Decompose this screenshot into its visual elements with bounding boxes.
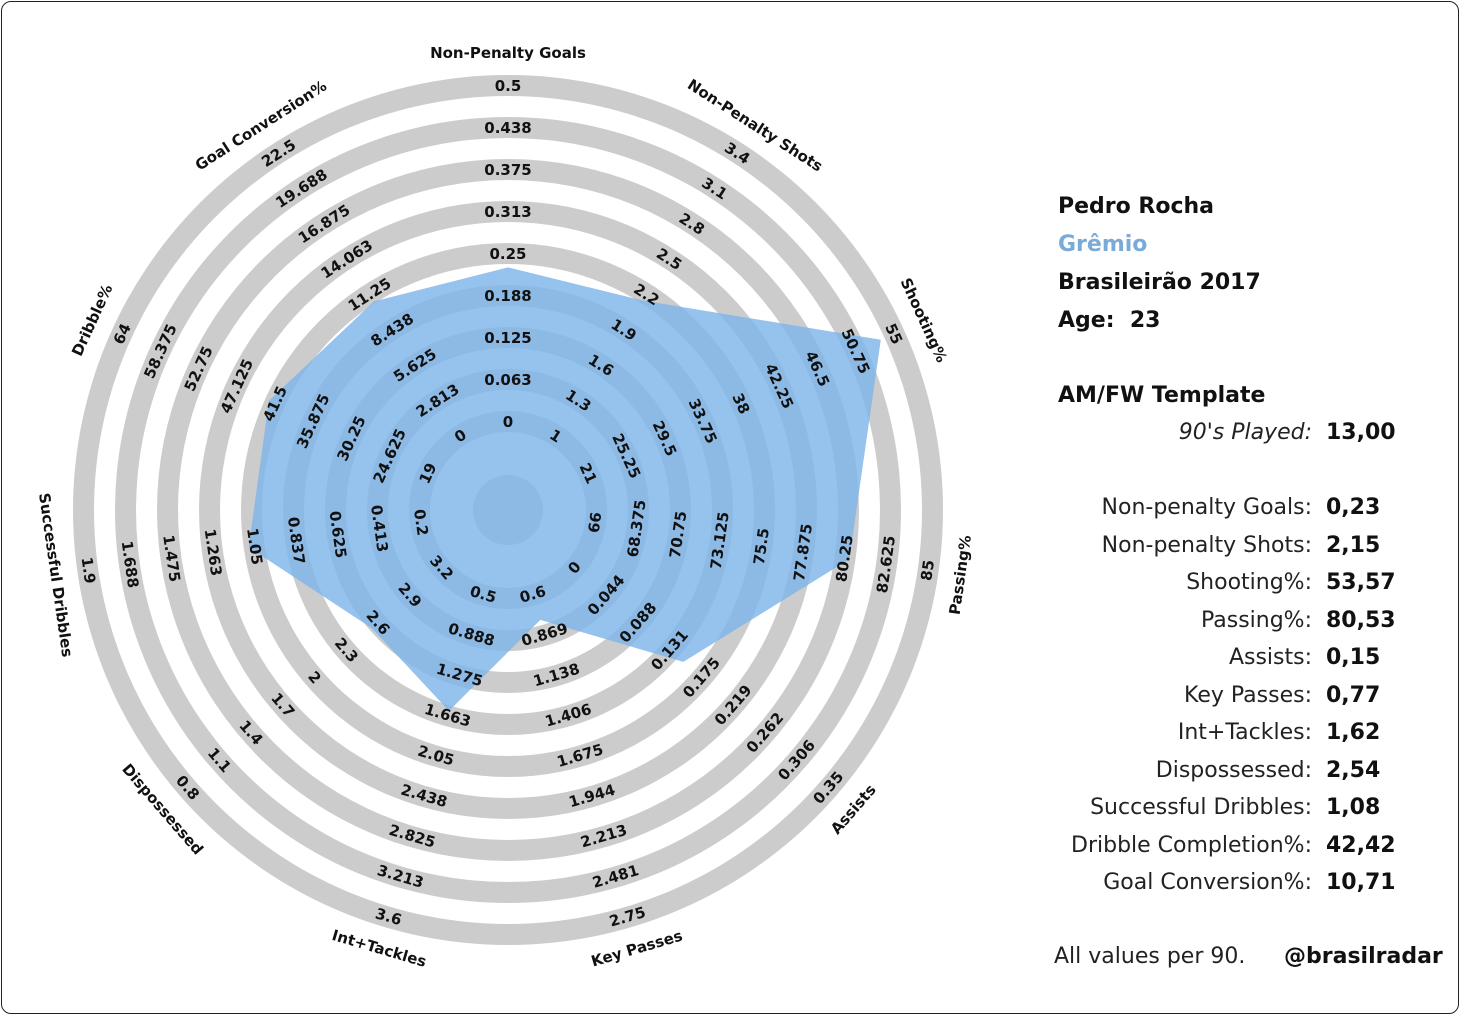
stat-label: Shooting%: xyxy=(1186,570,1312,595)
tick-label: 0.188 xyxy=(484,287,531,305)
radar-polygon-layer xyxy=(248,267,881,711)
stat-row: Dribble Completion%: 42,42 xyxy=(1050,833,1450,863)
stat-value: 0,77 xyxy=(1326,682,1381,708)
stat-value: 80,53 xyxy=(1326,607,1396,633)
stat-row: Goal Conversion%: 10,71 xyxy=(1050,870,1450,900)
tick-label: 66 xyxy=(585,511,606,534)
stat-row: Successful Dribbles: 1,08 xyxy=(1050,795,1450,825)
stat-value: 0,15 xyxy=(1326,645,1381,670)
stat-value: 1,08 xyxy=(1326,795,1381,820)
stat-row: Passing%: 80,53 xyxy=(1050,608,1450,638)
stat-value: 1,62 xyxy=(1326,720,1381,745)
stat-label: Key Passes: xyxy=(1184,682,1312,708)
stat-row: Key Passes: 0,77 xyxy=(1050,683,1450,713)
tick-label: 1.9 xyxy=(78,556,100,585)
player-name: Pedro Rocha xyxy=(1058,194,1215,219)
age-value: 23 xyxy=(1129,308,1161,333)
stat-row: Assists: 0,15 xyxy=(1050,645,1450,675)
axis-title: Passing% xyxy=(946,534,975,616)
tick-label: 0.2 xyxy=(410,508,432,537)
stat-label: Assists: xyxy=(1228,645,1312,670)
stat-label: Non-penalty Goals: xyxy=(1101,495,1312,520)
age-line: Age: 23 xyxy=(1058,308,1160,333)
template-title: AM/FW Template xyxy=(1058,383,1266,408)
stat-label: Non-penalty Shots: xyxy=(1101,532,1312,558)
age-label: Age: xyxy=(1058,308,1115,333)
competition: Brasileirão 2017 xyxy=(1058,270,1261,295)
stat-value: 53,57 xyxy=(1326,570,1396,595)
stat-label: Passing%: xyxy=(1200,607,1312,633)
tick-label: 0.125 xyxy=(484,329,531,347)
stat-value: 10,71 xyxy=(1326,870,1396,895)
stat-label: Dispossessed: xyxy=(1155,757,1312,783)
stat-label: Dribble Completion%: xyxy=(1071,832,1312,858)
stat-row: Non-penalty Shots: 2,15 xyxy=(1050,533,1450,563)
axis-title: Non-Penalty Goals xyxy=(430,44,586,62)
stat-label: Int+Tackles: xyxy=(1177,720,1312,745)
stat-label: Successful Dribbles: xyxy=(1090,795,1312,820)
tick-label: 1.05 xyxy=(243,527,266,566)
radar-chart: 00.0630.1250.1880.250.3130.3750.4380.511… xyxy=(35,44,975,971)
team-name: Grêmio xyxy=(1058,232,1148,257)
stat-value: 0,23 xyxy=(1326,495,1381,520)
player-value-polygon xyxy=(248,267,881,711)
tick-label: 0 xyxy=(503,413,513,431)
stat-value: 2,54 xyxy=(1326,757,1381,783)
stat-row: Non-penalty Goals: 0,23 xyxy=(1050,495,1450,525)
axis-title: Successful Dribbles xyxy=(35,492,76,659)
stat-row: Dispossessed: 2,54 xyxy=(1050,758,1450,788)
played-value: 13,00 xyxy=(1326,420,1396,445)
tick-label: 0.313 xyxy=(484,203,531,221)
footer-handle: @brasilradar xyxy=(1284,944,1443,969)
tick-label: 85 xyxy=(917,559,938,582)
stat-label: Goal Conversion%: xyxy=(1103,870,1312,895)
tick-label: 0.5 xyxy=(495,77,522,95)
tick-label: 0.438 xyxy=(484,119,531,137)
tick-label: 0.375 xyxy=(484,161,531,179)
played-label: 90's Played: xyxy=(1178,420,1312,445)
tick-label: 0.063 xyxy=(484,371,531,389)
stat-value: 2,15 xyxy=(1326,532,1381,558)
footer-note: All values per 90. xyxy=(1054,944,1246,969)
stat-value: 42,42 xyxy=(1326,832,1396,858)
stat-row: Int+Tackles: 1,62 xyxy=(1050,720,1450,750)
tick-label: 75.5 xyxy=(750,527,773,566)
played-row: 90's Played: 13,00 xyxy=(1050,420,1450,450)
stat-row: Shooting%: 53,57 xyxy=(1050,570,1450,600)
tick-label: 0.25 xyxy=(489,245,526,263)
